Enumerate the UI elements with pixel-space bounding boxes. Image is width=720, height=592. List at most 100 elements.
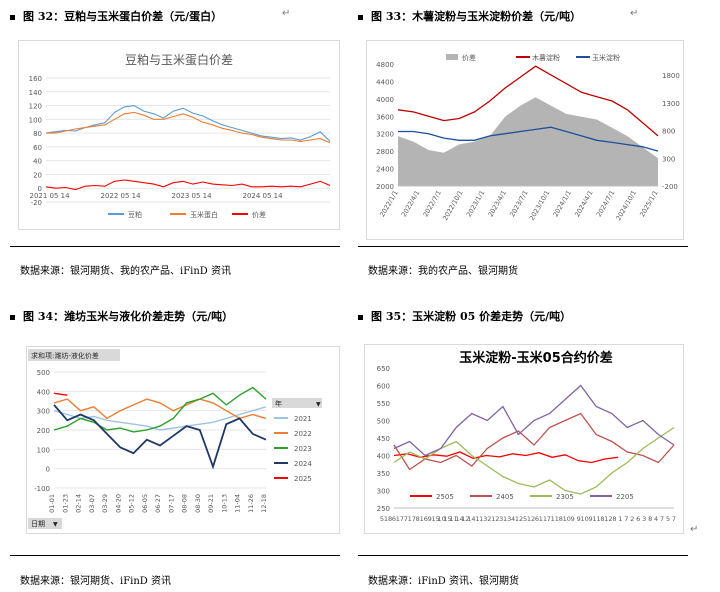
x-tick-label: 11-04: [234, 494, 242, 513]
left-y-tick-label: 2400: [376, 166, 394, 174]
x-tick-label: 01-23: [61, 494, 69, 513]
bullet-icon: [358, 14, 363, 20]
y-tick-label: -20: [31, 199, 42, 207]
date-filter-label: 日期: [31, 520, 45, 528]
x-tick-label: 1: [618, 515, 622, 523]
return-mark-icon: ↵: [630, 8, 639, 19]
legend-label: 2022: [294, 430, 312, 438]
legend-label: 2505: [436, 493, 454, 501]
y-tick-label: 300: [377, 488, 390, 496]
x-tick-label: 13: [479, 515, 487, 523]
y-tick-label: 0: [46, 466, 50, 474]
x-tick-label: 7: [624, 515, 628, 523]
x-tick-label: 07-17: [167, 494, 175, 513]
y-tick-label: 20: [33, 171, 42, 179]
y-tick-label: -100: [34, 485, 50, 493]
return-mark-icon: ↵: [690, 524, 699, 535]
figure-caption: 图 34：潍坊玉米与液化价差走势（元/吨）: [10, 308, 233, 324]
left-y-tick-label: 3600: [376, 113, 394, 121]
divider: [10, 555, 340, 556]
x-tick-label: 6: [535, 515, 539, 523]
right-y-tick-label: -200: [662, 183, 678, 191]
series-line-2205: [393, 384, 675, 457]
divider: [358, 246, 688, 247]
x-tick-label: 02-14: [75, 494, 83, 513]
source-note: 数据来源：iFinD 资讯、银河期货: [368, 576, 519, 587]
legend-label: 2024: [294, 460, 312, 468]
left-y-tick-label: 4400: [376, 78, 394, 86]
x-tick-label: 14: [467, 515, 475, 523]
x-tick-label: 8: [648, 515, 652, 523]
x-tick-label: 09-21: [207, 494, 215, 513]
legend-label: 玉米蛋白: [190, 210, 218, 219]
x-tick-label: 9: [428, 515, 432, 523]
pivot-field-label: 求和项:潍坊-液化价差: [31, 351, 99, 360]
x-tick-label: 5: [666, 515, 670, 523]
x-tick-label: 12-18: [260, 494, 268, 513]
source-note: 数据来源：我的农产品、银河期货: [368, 266, 518, 277]
x-tick-label: 12: [515, 515, 523, 523]
x-tick-label: 5: [523, 515, 527, 523]
y-tick-label: 250: [377, 505, 390, 513]
divider: [10, 246, 340, 247]
dropdown-arrow-icon: ▼: [53, 521, 58, 528]
left-y-tick-label: 3200: [376, 131, 394, 139]
series-line-2405: [393, 412, 675, 471]
y-tick-label: 60: [33, 144, 42, 152]
x-tick-label: 8: [416, 515, 420, 523]
x-tick-label: 08-08: [181, 494, 189, 513]
x-tick-label: 03-07: [88, 494, 96, 513]
y-tick-label: 450: [377, 435, 390, 443]
series-line-2021: [53, 406, 267, 431]
left-y-tick-label: 4000: [376, 96, 394, 104]
source-note: 数据来源：银河期货、iFinD 资讯: [20, 576, 171, 587]
legend-label: 豆粕: [128, 210, 142, 219]
return-mark-icon: ↵: [282, 8, 291, 19]
series-line-价差: [45, 179, 331, 191]
y-tick-label: 400: [377, 453, 390, 461]
y-tick-label: 0: [38, 185, 42, 193]
x-tick-label: 4: [654, 515, 658, 523]
y-tick-label: 300: [37, 408, 50, 416]
x-tick-label: 7: [660, 515, 664, 523]
left-y-tick-label: 2800: [376, 148, 394, 156]
x-tick-label: 4: [511, 515, 515, 523]
legend-label: 2021: [294, 415, 312, 423]
x-tick-label: 5: [380, 515, 384, 523]
y-tick-label: 500: [37, 369, 50, 377]
x-tick-label: 2: [487, 515, 491, 523]
y-tick-label: 400: [37, 388, 50, 396]
y-tick-label: 100: [37, 446, 50, 454]
y-tick-label: 200: [37, 427, 50, 435]
divider: [358, 555, 688, 556]
x-tick-label: 15: [443, 515, 451, 523]
x-tick-label: 15: [431, 515, 439, 523]
series-line-corn-starch: [398, 126, 659, 152]
series-line-cassava-starch: [397, 65, 659, 137]
x-tick-label: 06-27: [154, 494, 162, 513]
series-line-2023: [53, 386, 267, 433]
legend-label: 2023: [294, 445, 312, 453]
x-tick-label: 11: [592, 515, 600, 523]
x-tick-label: 8: [559, 515, 563, 523]
x-tick-label: 10: [437, 515, 445, 523]
x-tick-label: 10: [563, 515, 571, 523]
x-tick-label: 06-05: [141, 494, 149, 513]
chart-title: 豆粕与玉米蛋白价差: [125, 52, 233, 67]
right-y-tick-label: 1800: [662, 72, 680, 80]
x-tick-label: 12: [461, 515, 469, 523]
x-tick-label: 10: [580, 515, 588, 523]
legend-label: 玉米淀粉: [592, 53, 620, 62]
x-tick-label: 11: [551, 515, 559, 523]
x-tick-label: 2024 05 14: [243, 192, 284, 200]
pivot-field-button: [28, 349, 120, 361]
y-tick-label: 120: [29, 103, 42, 111]
x-tick-label: 01-01: [48, 494, 56, 513]
x-tick-label: 16: [420, 515, 428, 523]
chart-frame: [26, 346, 340, 534]
x-tick-label: 2: [630, 515, 634, 523]
right-y-tick-label: 1300: [662, 100, 680, 108]
x-tick-label: 12: [491, 515, 499, 523]
x-tick-label: 04-20: [114, 494, 122, 513]
